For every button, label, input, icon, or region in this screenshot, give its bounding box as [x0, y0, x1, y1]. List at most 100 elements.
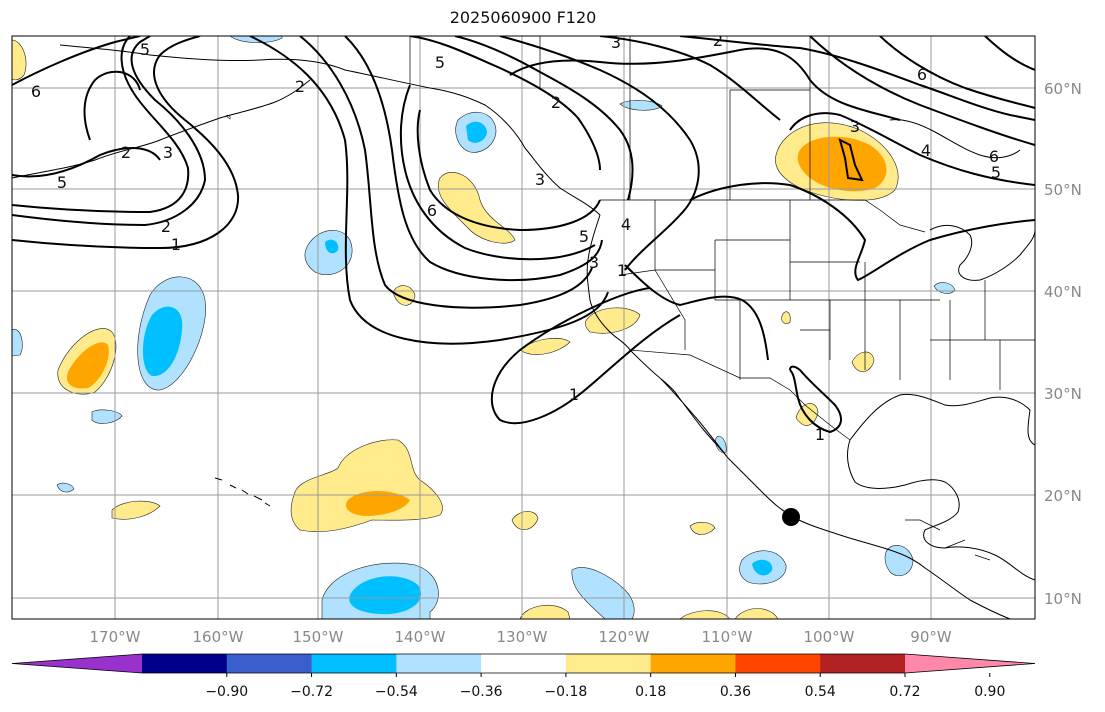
colorbar-extend-high — [905, 654, 1035, 673]
colorbar-segment — [226, 654, 313, 673]
contour-label: 5 — [140, 40, 150, 59]
pos-fill-region — [12, 39, 27, 81]
lon-tick-label: 90°W — [910, 628, 952, 646]
contour-label: 2 — [551, 93, 561, 112]
pos-core-region — [345, 491, 410, 516]
pos-fill-region — [290, 439, 443, 532]
contour-line — [399, 84, 596, 261]
lon-tick-label: 110°W — [702, 628, 753, 646]
west-coast — [586, 214, 661, 379]
contour-line — [838, 138, 864, 182]
contour-label-layer: 6 5 3 2 5 3 2 1 5 6 3 2 6 5 4 5 4 3 2 1 … — [31, 31, 1001, 444]
colorbar-tick-label: −0.18 — [544, 684, 587, 700]
contour-label: 6 — [917, 65, 927, 84]
colorbar-tick-label: 0.36 — [720, 684, 751, 700]
pos-fill-region — [851, 351, 875, 372]
contour-line — [689, 182, 1035, 282]
colorbar-segment — [396, 654, 482, 673]
contour-line — [879, 36, 1035, 109]
contour-label: 2 — [713, 31, 723, 50]
pos-core-region — [66, 342, 109, 389]
lon-tick-label: 140°W — [395, 628, 446, 646]
alaska-coast — [12, 79, 311, 179]
contour-label: 1 — [569, 385, 579, 404]
lon-tick-label: 160°W — [193, 628, 244, 646]
lat-axis: 60°N 50°N 40°N 30°N 20°N 10°N — [1044, 80, 1082, 608]
lat-tick-label: 40°N — [1044, 283, 1082, 301]
lon-tick-label: 100°W — [804, 628, 855, 646]
us-mexico-border — [629, 349, 851, 441]
contour-line — [624, 264, 769, 361]
contour-line — [344, 36, 603, 282]
contour-label: 6 — [427, 201, 437, 220]
colorbar-segment — [311, 654, 397, 673]
pos-core-region — [797, 136, 887, 192]
neg-fill-region — [304, 230, 353, 276]
contour-line — [454, 36, 634, 201]
contour-label: 1 — [815, 425, 825, 444]
colorbar-tick-label: −0.36 — [460, 684, 503, 700]
mexico-coast — [727, 457, 1011, 619]
state-borders — [619, 200, 1035, 390]
neg-core-region — [143, 306, 183, 377]
anomaly-fill-layer — [12, 36, 956, 619]
contour-line — [83, 70, 141, 141]
coastline-layer — [12, 44, 1035, 619]
great-lakes — [929, 224, 1035, 281]
pos-fill-region — [519, 337, 571, 355]
contour-line — [416, 109, 601, 232]
colorbar-tick-label: −0.90 — [205, 684, 248, 700]
lon-tick-label: 170°W — [90, 628, 141, 646]
contour-line — [12, 36, 141, 86]
colorbar: −0.90 −0.72 −0.54 −0.36 −0.18 0.18 0.36 0.54 0.7… — [11, 653, 1036, 700]
pos-fill-region — [511, 511, 539, 530]
colorbar-segment — [820, 654, 906, 673]
contour-label: 6 — [31, 82, 41, 101]
neg-core-region — [349, 576, 422, 615]
chart-title: 2025060900 F120 — [449, 8, 597, 27]
contour-line — [12, 36, 240, 250]
graticule — [12, 36, 1035, 619]
colorbar-extend-low — [12, 654, 142, 673]
contour-line — [12, 36, 207, 227]
contour-line — [12, 36, 190, 214]
contour-layer — [12, 36, 1035, 434]
contour-label: 4 — [621, 215, 631, 234]
contour-label: 3 — [589, 253, 599, 272]
colorbar-segment — [481, 654, 567, 673]
colorbar-tick-label: 0.72 — [889, 684, 920, 700]
colorbar-segment — [565, 654, 652, 673]
lat-tick-label: 10°N — [1044, 590, 1082, 608]
contour-line — [679, 36, 1035, 121]
colorbar-outline — [11, 653, 1036, 674]
lat-tick-label: 30°N — [1044, 385, 1082, 403]
contour-label: 1 — [617, 261, 627, 280]
hudson-coast — [889, 119, 1021, 159]
contour-label: 1 — [171, 235, 181, 254]
pos-fill-region — [584, 307, 641, 334]
contour-line — [809, 36, 1035, 146]
contour-label: 6 — [989, 147, 999, 166]
contour-line — [984, 36, 1035, 71]
neg-core-region — [325, 239, 339, 254]
contour-line — [789, 365, 842, 434]
contour-line — [490, 287, 681, 425]
lat-tick-label: 20°N — [1044, 487, 1082, 505]
colorbar-segment — [650, 654, 736, 673]
contour-line — [599, 36, 781, 121]
hawaii — [214, 477, 271, 507]
colorbar-segment — [735, 654, 821, 673]
contour-label: 2 — [161, 217, 171, 236]
lon-axis: 170°W 160°W 150°W 140°W 130°W 120°W 110°… — [90, 628, 952, 646]
neg-core-region — [466, 121, 487, 143]
colorbar-tick-label: 0.90 — [974, 684, 1005, 700]
contour-label: 2 — [295, 77, 305, 96]
contour-label: 4 — [921, 141, 931, 160]
contour-label: 3 — [535, 170, 545, 189]
map-frame — [11, 35, 1036, 620]
neg-fill-region — [715, 435, 727, 453]
alaska-coast — [59, 44, 601, 216]
baja-peninsula — [659, 377, 729, 459]
lat-tick-label: 60°N — [1044, 80, 1082, 98]
colorbar-tick-label: 0.18 — [635, 684, 666, 700]
